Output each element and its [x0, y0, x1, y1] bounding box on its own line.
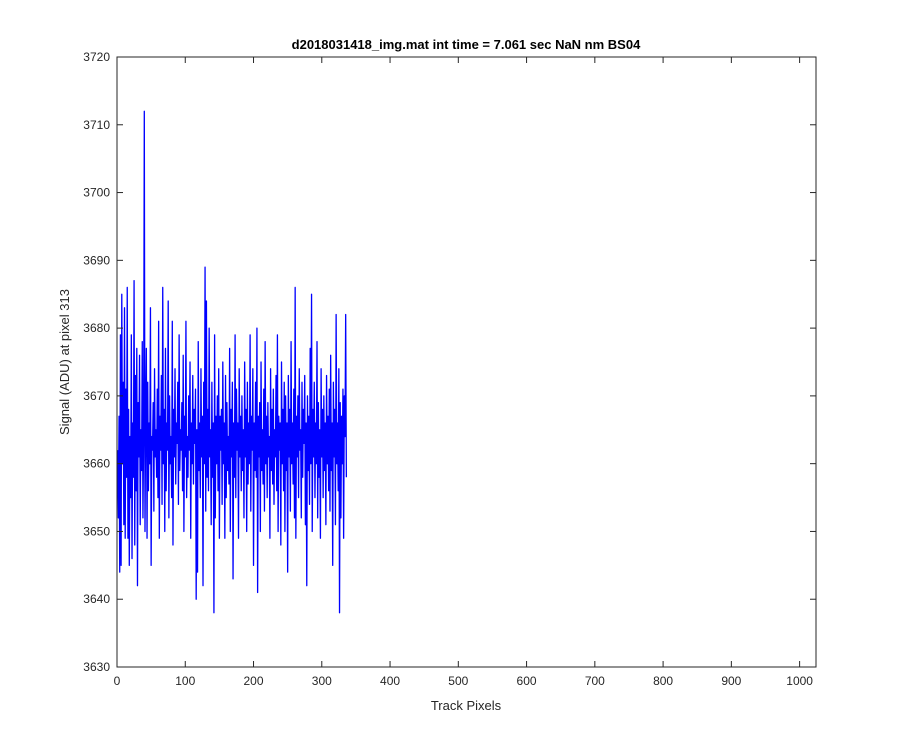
y-tick-label: 3710: [83, 118, 110, 132]
x-tick-label: 800: [653, 674, 673, 688]
y-tick-label: 3630: [83, 660, 110, 674]
x-tick-label: 0: [114, 674, 121, 688]
plot-area: [117, 57, 816, 667]
series-layer: [117, 110, 348, 614]
y-tick-label: 3700: [83, 186, 110, 200]
x-tick-label: 100: [175, 674, 195, 688]
y-axis: 3630 3640 3650 3660 3670 3680 3690 3700 3710 3720: [83, 50, 816, 674]
y-tick-label: 3640: [83, 592, 110, 606]
y-axis-label: Signal (ADU) at pixel 313: [57, 289, 72, 435]
y-tick-label: 3690: [83, 253, 110, 267]
x-tick-label: 200: [244, 674, 264, 688]
x-axis: 0 100 200 300 400 500 600 700 800 900 1000: [114, 57, 813, 688]
x-tick-label: 300: [312, 674, 332, 688]
y-tick-label: 3680: [83, 321, 110, 335]
y-tick-label: 3720: [83, 50, 110, 64]
x-tick-label: 700: [585, 674, 605, 688]
x-tick-label: 900: [721, 674, 741, 688]
chart-title: d2018031418_img.mat int time = 7.061 sec…: [292, 37, 641, 52]
x-tick-label: 400: [380, 674, 400, 688]
series-line: [117, 110, 348, 614]
axes-box: [116, 56, 817, 668]
y-tick-label: 3650: [83, 524, 110, 538]
x-tick-label: 500: [448, 674, 468, 688]
x-tick-label: 1000: [786, 674, 813, 688]
y-tick-label: 3660: [83, 457, 110, 471]
y-tick-label: 3670: [83, 389, 110, 403]
x-axis-label: Track Pixels: [431, 698, 502, 713]
x-tick-label: 600: [517, 674, 537, 688]
